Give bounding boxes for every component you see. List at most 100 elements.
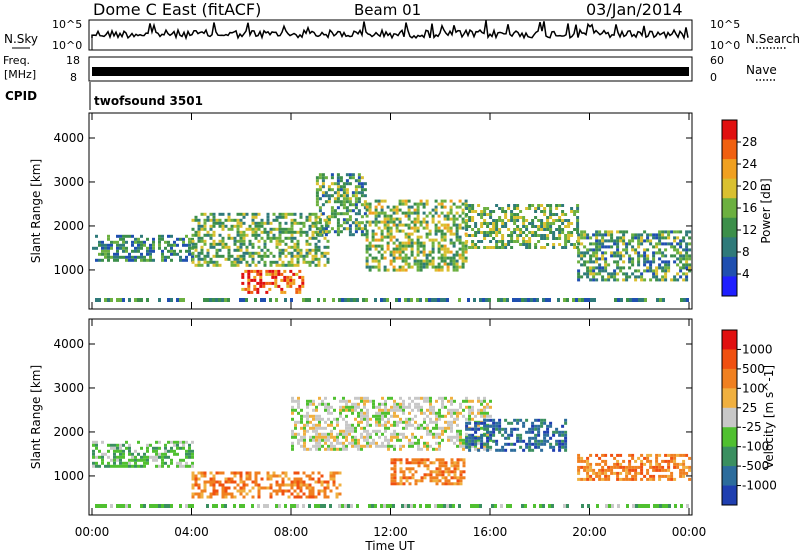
data-cell <box>371 220 375 224</box>
data-cell <box>318 233 322 237</box>
data-cell <box>278 474 282 478</box>
data-cell <box>540 418 544 422</box>
data-cell <box>486 427 490 431</box>
ground-scatter-cell <box>506 504 509 508</box>
data-cell <box>95 246 98 250</box>
data-cell <box>291 444 294 448</box>
data-cell <box>342 441 345 445</box>
data-cell <box>486 405 489 409</box>
data-cell <box>510 237 514 240</box>
data-cell <box>561 213 565 216</box>
data-cell <box>315 432 318 436</box>
data-cell <box>561 445 565 449</box>
ground-scatter-cell <box>524 298 527 302</box>
data-cell <box>215 260 219 264</box>
data-cell <box>453 470 457 474</box>
data-cell <box>239 260 243 264</box>
data-cell <box>453 441 456 445</box>
data-cell <box>212 239 216 243</box>
data-cell <box>471 207 475 210</box>
data-cell <box>546 216 550 219</box>
data-cell <box>369 399 372 403</box>
data-cell <box>266 248 270 252</box>
data-cell <box>389 232 393 236</box>
data-cell <box>416 202 420 206</box>
data-cell <box>365 256 369 260</box>
x-tick-label: 04:00 <box>174 525 209 539</box>
data-cell <box>317 245 321 249</box>
data-cell <box>146 249 149 253</box>
data-cell <box>297 402 300 406</box>
ground-scatter-cell <box>659 504 662 508</box>
data-cell <box>107 443 110 447</box>
data-cell <box>360 194 364 198</box>
data-cell <box>498 430 502 434</box>
data-cell <box>263 245 267 249</box>
data-cell <box>158 455 161 459</box>
data-cell <box>293 254 297 258</box>
data-cell <box>486 436 490 440</box>
data-cell <box>128 258 131 262</box>
data-cell <box>377 220 381 224</box>
data-cell <box>131 240 134 244</box>
data-cell <box>218 212 222 216</box>
data-cell <box>348 203 352 207</box>
data-cell <box>416 244 420 248</box>
data-cell <box>519 445 523 449</box>
ground-scatter-cell <box>374 298 377 302</box>
data-cell <box>101 455 104 459</box>
data-cell <box>354 417 357 421</box>
data-cell <box>649 278 653 282</box>
data-cell <box>438 396 441 400</box>
data-cell <box>649 239 653 243</box>
ground-scatter-cell <box>386 298 389 302</box>
data-cell <box>200 224 204 228</box>
data-cell <box>398 199 402 203</box>
data-cell <box>342 227 346 231</box>
data-cell <box>239 212 243 216</box>
data-cell <box>543 433 547 437</box>
data-cell <box>291 405 294 409</box>
data-cell <box>410 238 414 242</box>
data-cell <box>299 230 303 234</box>
data-cell <box>158 237 161 241</box>
data-cell <box>122 455 125 459</box>
data-cell <box>149 246 152 250</box>
data-cell <box>203 486 207 490</box>
ground-scatter-cell <box>647 504 650 508</box>
data-cell <box>447 408 450 412</box>
data-cell <box>465 445 469 449</box>
data-cell <box>188 246 191 250</box>
data-cell <box>266 471 270 475</box>
data-cell <box>528 436 532 440</box>
data-cell <box>456 458 460 462</box>
data-cell <box>458 205 462 209</box>
data-cell <box>374 256 378 260</box>
data-cell <box>345 435 348 439</box>
data-cell <box>363 200 367 204</box>
data-cell <box>456 411 459 415</box>
data-cell <box>564 436 568 440</box>
data-cell <box>652 465 656 469</box>
data-cell <box>339 200 343 204</box>
data-cell <box>543 246 547 249</box>
data-cell <box>640 272 644 276</box>
data-cell <box>438 461 442 465</box>
data-cell <box>251 215 255 219</box>
data-cell <box>383 211 387 215</box>
data-cell <box>564 240 568 243</box>
data-cell <box>468 216 472 219</box>
data-cell <box>456 432 459 436</box>
data-cell <box>348 399 351 403</box>
data-cell <box>315 182 319 186</box>
data-cell <box>194 245 198 249</box>
data-cell <box>119 443 122 447</box>
data-cell <box>437 226 441 230</box>
data-cell <box>378 444 381 448</box>
data-cell <box>197 260 201 264</box>
ground-scatter-cell <box>374 504 377 508</box>
data-cell <box>386 268 390 272</box>
data-cell <box>489 228 493 231</box>
data-cell <box>474 436 478 440</box>
data-cell <box>179 237 182 241</box>
